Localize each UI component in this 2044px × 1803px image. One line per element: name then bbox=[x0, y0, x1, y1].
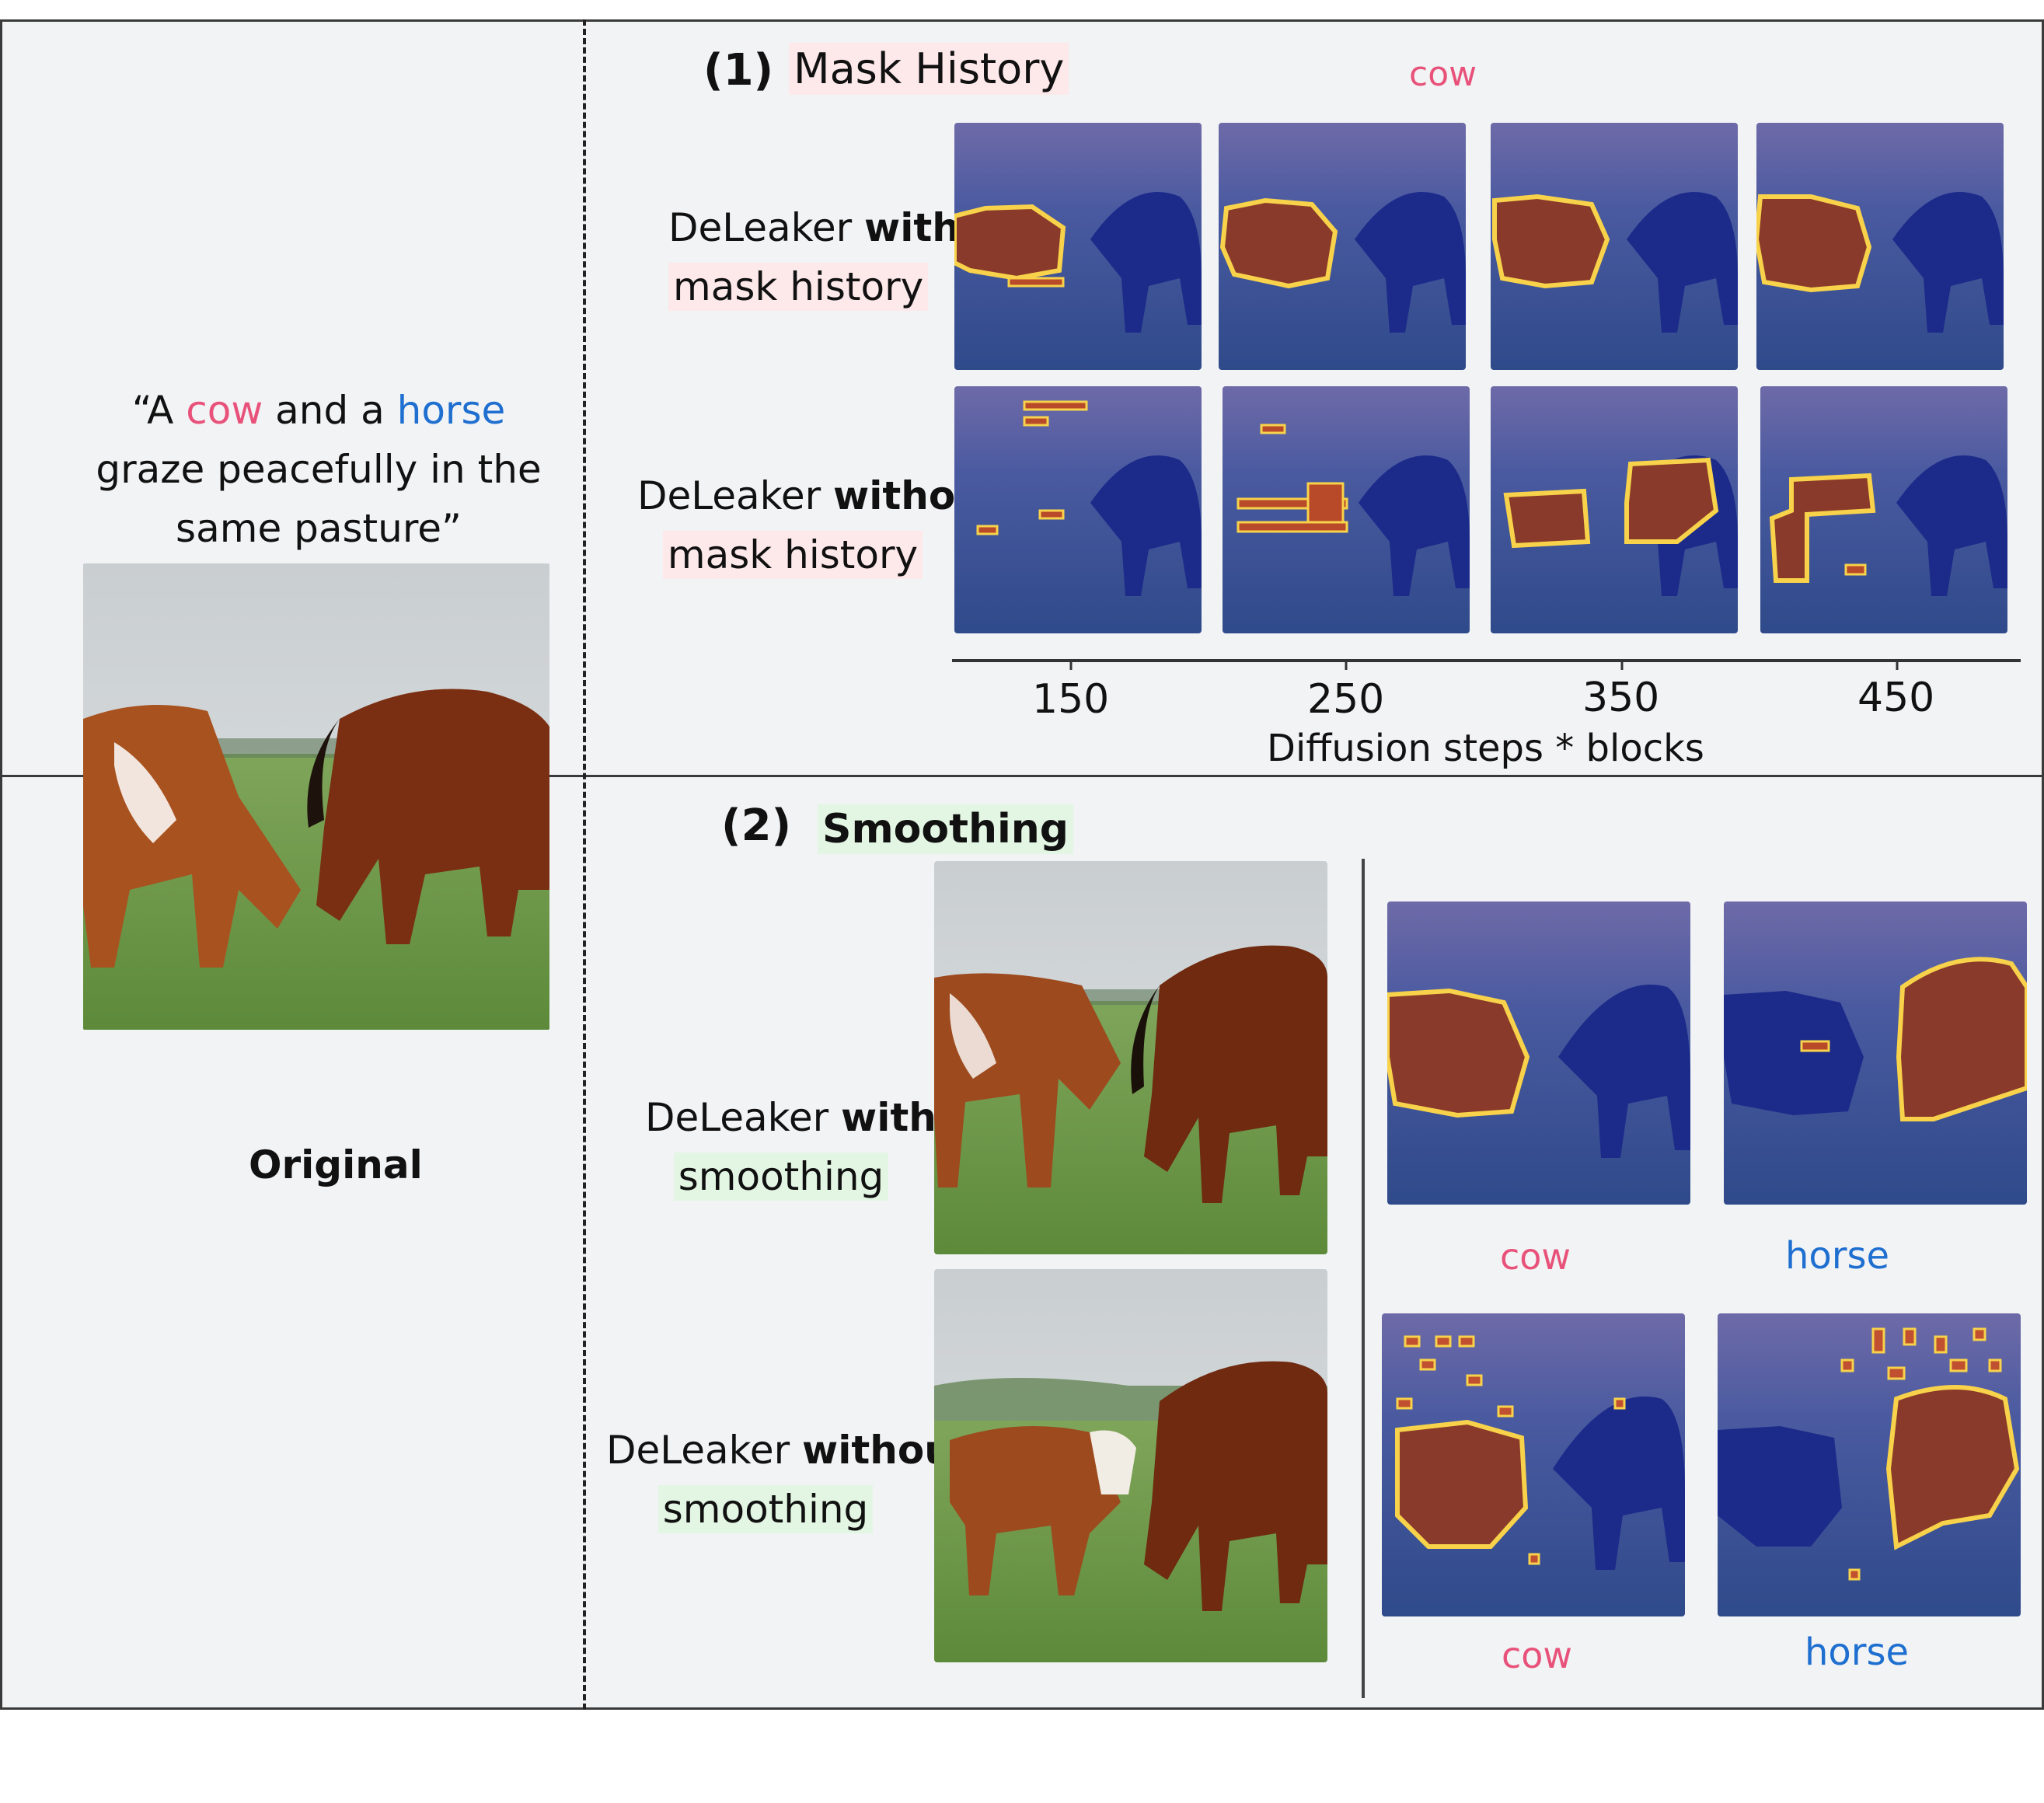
heatmap-nosmoothing-cow bbox=[1382, 1313, 1685, 1616]
section2-title: Smoothing bbox=[818, 804, 1074, 854]
heatmap-with-history-350 bbox=[1491, 123, 1738, 370]
row-with-mask-history-label: DeLeaker with mask history bbox=[668, 205, 960, 311]
axis-tick-450: 450 bbox=[1857, 675, 1935, 721]
axis-tick-250: 250 bbox=[1307, 676, 1385, 723]
heatmap-smoothing-cow bbox=[1387, 902, 1690, 1205]
section1-token-label: cow bbox=[1409, 54, 1477, 94]
original-image bbox=[83, 563, 549, 1030]
prompt-text: “A cow and a horse graze peacefully in t… bbox=[96, 388, 542, 551]
heatmap-with-history-250 bbox=[1219, 123, 1466, 370]
section2-number: (2) bbox=[721, 800, 792, 851]
heatmap-without-history-150 bbox=[954, 386, 1202, 633]
prompt-cow-word: cow bbox=[186, 388, 263, 433]
prompt-horse-word: horse bbox=[396, 388, 506, 433]
generated-without-smoothing bbox=[934, 1269, 1327, 1662]
generated-with-smoothing bbox=[934, 861, 1327, 1254]
heatmap-without-history-450 bbox=[1760, 386, 2007, 633]
section1-number: (1) bbox=[703, 45, 774, 96]
label-top-horse: horse bbox=[1785, 1234, 1890, 1278]
axis-tick-350: 350 bbox=[1582, 675, 1660, 721]
row-with-smoothing-label: DeLeaker with smoothing bbox=[645, 1095, 937, 1201]
section2-separator bbox=[1362, 859, 1365, 1698]
row-without-smoothing-label: DeLeaker without smoothing bbox=[606, 1428, 971, 1533]
label-top-cow: cow bbox=[1500, 1236, 1571, 1278]
heatmap-with-history-450 bbox=[1756, 123, 2004, 370]
original-label: Original bbox=[249, 1142, 423, 1187]
axis-tick-150: 150 bbox=[1032, 676, 1110, 723]
heatmap-without-history-250 bbox=[1223, 386, 1470, 633]
label-bottom-cow: cow bbox=[1502, 1634, 1573, 1676]
heatmap-without-history-350 bbox=[1491, 386, 1738, 633]
axis-label: Diffusion steps * blocks bbox=[1267, 727, 1704, 770]
section1-title: Mask History bbox=[789, 43, 1069, 95]
label-bottom-horse: horse bbox=[1805, 1630, 1910, 1674]
axis-line bbox=[952, 659, 2021, 670]
heatmap-smoothing-horse bbox=[1724, 902, 2027, 1205]
heatmap-with-history-150 bbox=[954, 123, 1202, 370]
heatmap-nosmoothing-horse bbox=[1718, 1313, 2021, 1616]
row-without-mask-history-label: DeLeaker without mask history bbox=[637, 473, 1002, 579]
dashed-divider bbox=[583, 19, 586, 1710]
